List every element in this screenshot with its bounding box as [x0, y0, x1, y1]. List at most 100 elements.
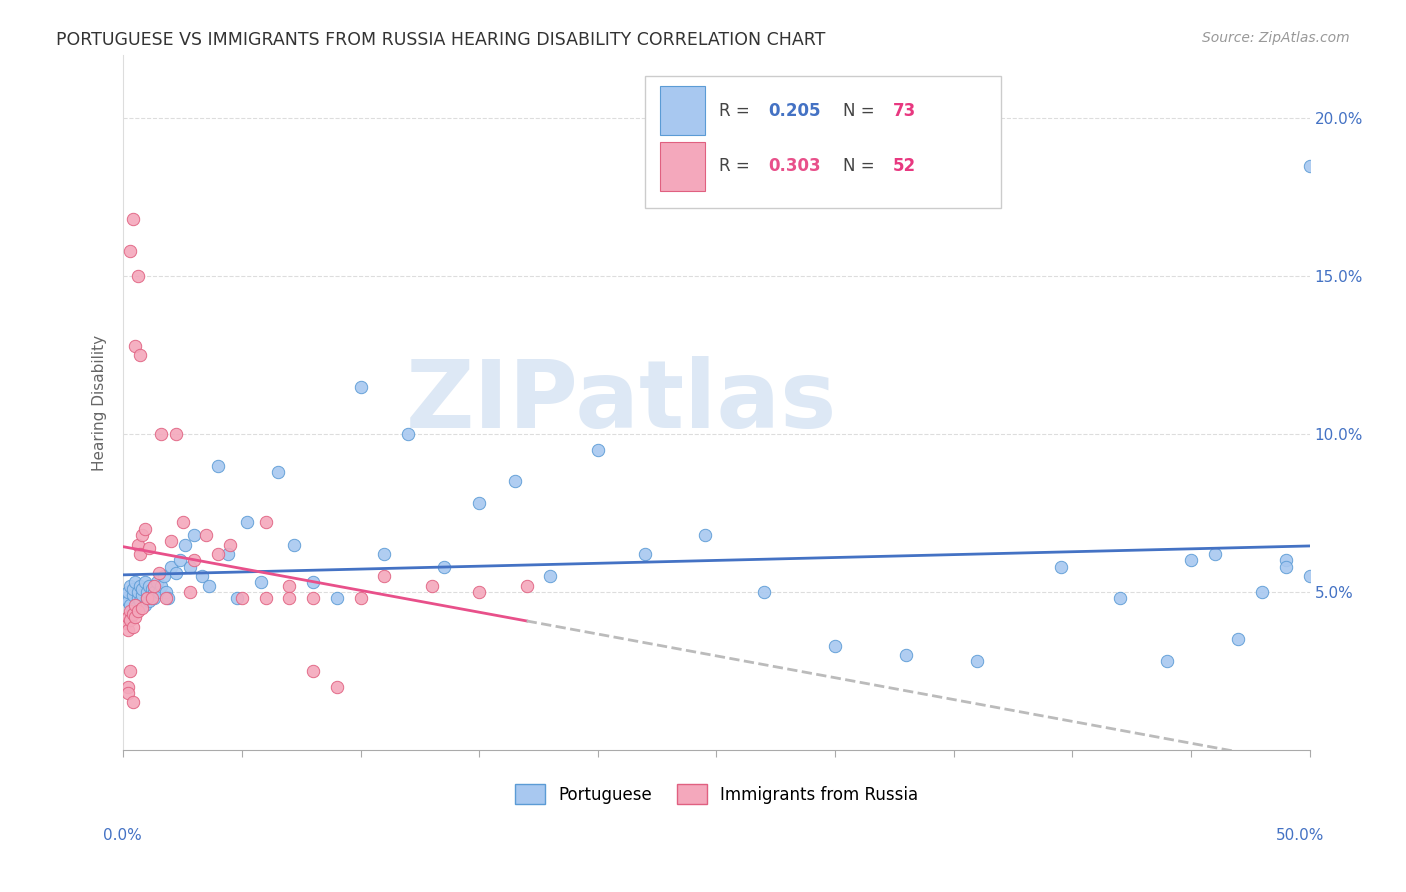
- Text: 73: 73: [893, 102, 917, 120]
- Point: [121, 619, 143, 633]
- Point: [141, 582, 163, 596]
- Point: [302, 591, 325, 606]
- Point: [190, 569, 212, 583]
- Point: [752, 585, 775, 599]
- Point: [150, 578, 173, 592]
- Point: [120, 604, 142, 618]
- Point: [129, 547, 152, 561]
- Point: [165, 427, 187, 442]
- Point: [131, 600, 153, 615]
- Point: [136, 591, 159, 606]
- Point: [124, 575, 146, 590]
- Point: [148, 585, 170, 599]
- Point: [124, 600, 146, 615]
- Point: [207, 458, 229, 473]
- Point: [141, 591, 163, 606]
- Point: [129, 578, 152, 592]
- Point: [155, 585, 177, 599]
- Point: [254, 516, 277, 530]
- Text: 52: 52: [893, 157, 917, 175]
- Text: N =: N =: [844, 157, 880, 175]
- Point: [157, 591, 180, 606]
- Point: [134, 522, 156, 536]
- Point: [179, 585, 201, 599]
- Point: [127, 537, 149, 551]
- Point: [127, 591, 149, 606]
- Point: [169, 553, 191, 567]
- Point: [136, 591, 159, 606]
- Point: [235, 516, 257, 530]
- Point: [302, 664, 325, 678]
- Point: [114, 591, 136, 606]
- Point: [634, 547, 657, 561]
- Point: [503, 475, 526, 489]
- Point: [195, 528, 218, 542]
- Point: [143, 585, 166, 599]
- FancyBboxPatch shape: [659, 87, 704, 135]
- Point: [138, 578, 160, 592]
- Point: [433, 559, 456, 574]
- Point: [468, 585, 491, 599]
- Point: [159, 534, 181, 549]
- Y-axis label: Hearing Disability: Hearing Disability: [93, 334, 107, 470]
- Point: [179, 559, 201, 574]
- Point: [145, 575, 167, 590]
- Point: [138, 541, 160, 555]
- Point: [159, 559, 181, 574]
- Point: [226, 591, 249, 606]
- Point: [117, 594, 139, 608]
- Point: [254, 591, 277, 606]
- Point: [120, 244, 142, 258]
- Point: [468, 496, 491, 510]
- Point: [121, 607, 143, 621]
- Point: [134, 575, 156, 590]
- Point: [114, 616, 136, 631]
- Point: [250, 575, 273, 590]
- Point: [538, 569, 561, 583]
- Point: [117, 680, 139, 694]
- FancyBboxPatch shape: [645, 76, 1001, 208]
- Point: [824, 639, 846, 653]
- Point: [207, 547, 229, 561]
- Point: [326, 591, 349, 606]
- Text: ZIPatlas: ZIPatlas: [406, 357, 837, 449]
- Point: [148, 566, 170, 580]
- FancyBboxPatch shape: [659, 142, 704, 191]
- Text: Source: ZipAtlas.com: Source: ZipAtlas.com: [1202, 31, 1350, 45]
- Text: R =: R =: [718, 157, 755, 175]
- Point: [1108, 591, 1130, 606]
- Point: [966, 654, 988, 668]
- Point: [127, 269, 149, 284]
- Point: [1049, 559, 1071, 574]
- Point: [219, 537, 242, 551]
- Point: [266, 465, 288, 479]
- Point: [283, 537, 305, 551]
- Point: [349, 379, 371, 393]
- Point: [516, 578, 538, 592]
- Point: [1180, 553, 1202, 567]
- Point: [117, 610, 139, 624]
- Point: [121, 212, 143, 227]
- Point: [172, 516, 194, 530]
- Point: [183, 553, 205, 567]
- Point: [127, 585, 149, 599]
- Text: 0.303: 0.303: [769, 157, 821, 175]
- Point: [1204, 547, 1226, 561]
- Point: [120, 578, 142, 592]
- Point: [129, 594, 152, 608]
- Point: [326, 680, 349, 694]
- Point: [1227, 632, 1250, 647]
- Point: [1298, 569, 1320, 583]
- Point: [124, 338, 146, 352]
- Point: [278, 591, 301, 606]
- Point: [117, 585, 139, 599]
- Text: 0.205: 0.205: [769, 102, 821, 120]
- Point: [117, 623, 139, 637]
- Point: [138, 594, 160, 608]
- Point: [1298, 159, 1320, 173]
- Point: [124, 610, 146, 624]
- Point: [693, 528, 716, 542]
- Point: [117, 686, 139, 700]
- Point: [1251, 585, 1274, 599]
- Point: [121, 582, 143, 596]
